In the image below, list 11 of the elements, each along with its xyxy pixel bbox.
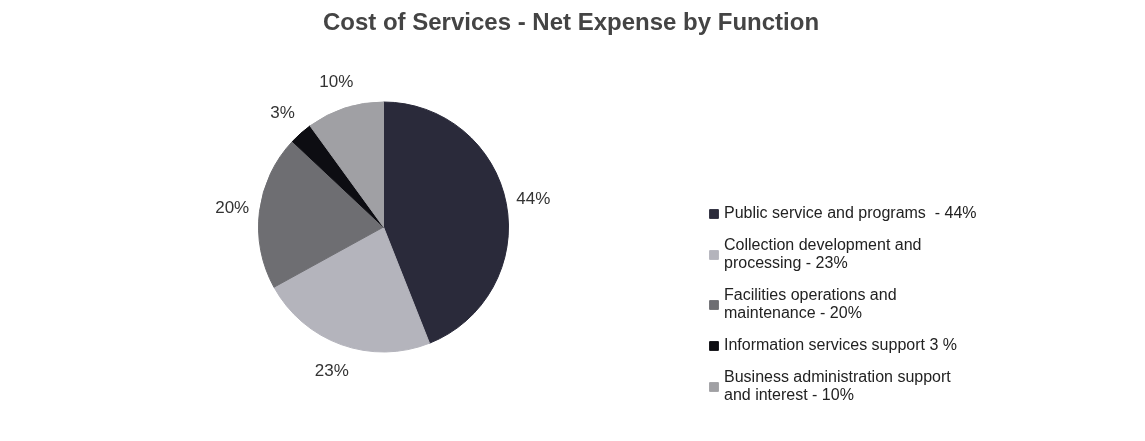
legend-label: Information services support 3 % [724, 336, 957, 354]
data-label: 23% [314, 360, 349, 380]
data-label: 44% [516, 188, 551, 208]
legend-label: Collection development and processing - 23% [724, 236, 922, 272]
legend-label: Facilities operations and maintenance - 20% [724, 286, 897, 322]
data-label: 3% [270, 103, 295, 123]
data-label: 20% [215, 198, 250, 218]
legend-label: Public service and programs - 44% [724, 204, 977, 222]
legend-label: Business administration support and interest - 10% [724, 368, 951, 404]
data-label: 10% [319, 72, 354, 92]
chart-title: Cost of Services - Net Expense by Function [322, 7, 820, 35]
